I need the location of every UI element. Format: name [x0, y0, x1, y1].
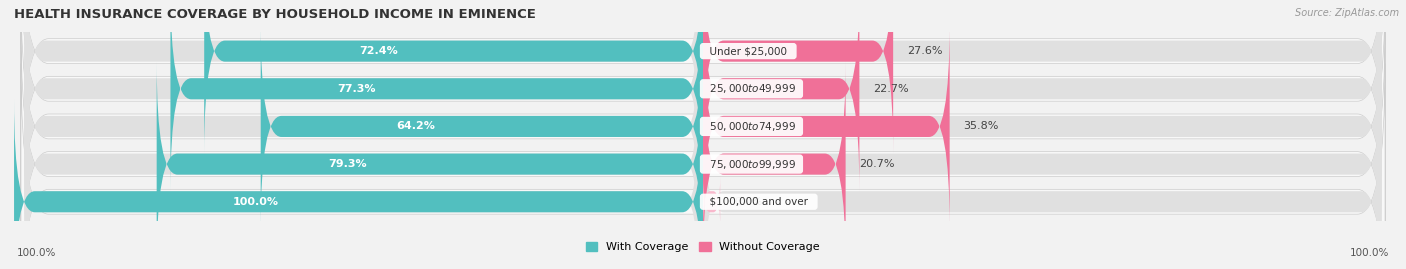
FancyBboxPatch shape [703, 175, 720, 229]
Legend: With Coverage, Without Coverage: With Coverage, Without Coverage [582, 237, 824, 256]
FancyBboxPatch shape [14, 99, 703, 269]
FancyBboxPatch shape [703, 62, 1382, 267]
FancyBboxPatch shape [24, 62, 700, 267]
Text: 35.8%: 35.8% [963, 121, 998, 132]
Text: $25,000 to $49,999: $25,000 to $49,999 [703, 82, 800, 95]
FancyBboxPatch shape [703, 0, 1382, 154]
FancyBboxPatch shape [24, 99, 700, 269]
FancyBboxPatch shape [21, 63, 1385, 269]
Text: 72.4%: 72.4% [360, 46, 398, 56]
FancyBboxPatch shape [21, 0, 1385, 265]
Text: 20.7%: 20.7% [859, 159, 894, 169]
Text: 27.6%: 27.6% [907, 46, 942, 56]
Text: Under $25,000: Under $25,000 [703, 46, 793, 56]
Text: Source: ZipAtlas.com: Source: ZipAtlas.com [1295, 8, 1399, 18]
Text: 77.3%: 77.3% [337, 84, 375, 94]
FancyBboxPatch shape [24, 0, 700, 191]
FancyBboxPatch shape [21, 26, 1385, 269]
FancyBboxPatch shape [703, 62, 845, 267]
Text: HEALTH INSURANCE COVERAGE BY HOUSEHOLD INCOME IN EMINENCE: HEALTH INSURANCE COVERAGE BY HOUSEHOLD I… [14, 8, 536, 21]
Text: 64.2%: 64.2% [396, 121, 434, 132]
FancyBboxPatch shape [156, 62, 703, 267]
Text: 22.7%: 22.7% [873, 84, 908, 94]
Text: 100.0%: 100.0% [17, 248, 56, 258]
FancyBboxPatch shape [703, 24, 1382, 229]
Text: 100.0%: 100.0% [1350, 248, 1389, 258]
Text: $50,000 to $74,999: $50,000 to $74,999 [703, 120, 800, 133]
Text: $100,000 and over: $100,000 and over [703, 197, 814, 207]
Text: 0.0%: 0.0% [734, 197, 762, 207]
FancyBboxPatch shape [703, 0, 1382, 191]
FancyBboxPatch shape [24, 0, 700, 154]
FancyBboxPatch shape [170, 0, 703, 191]
Text: $75,000 to $99,999: $75,000 to $99,999 [703, 158, 800, 171]
FancyBboxPatch shape [703, 99, 1382, 269]
FancyBboxPatch shape [21, 0, 1385, 189]
FancyBboxPatch shape [703, 0, 859, 191]
FancyBboxPatch shape [703, 24, 949, 229]
FancyBboxPatch shape [21, 0, 1385, 227]
FancyBboxPatch shape [703, 0, 893, 154]
Text: 79.3%: 79.3% [329, 159, 367, 169]
FancyBboxPatch shape [24, 24, 700, 229]
FancyBboxPatch shape [204, 0, 703, 154]
Text: 100.0%: 100.0% [232, 197, 278, 207]
FancyBboxPatch shape [260, 24, 703, 229]
